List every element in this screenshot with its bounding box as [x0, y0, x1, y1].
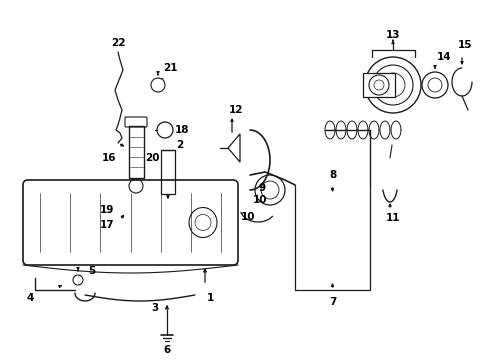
Text: 7: 7 — [328, 297, 336, 307]
Text: 2: 2 — [176, 140, 183, 150]
Text: 15: 15 — [457, 40, 471, 50]
Text: 14: 14 — [436, 52, 450, 62]
Text: 5: 5 — [88, 266, 96, 276]
Text: 4: 4 — [26, 293, 34, 303]
Text: 6: 6 — [163, 345, 170, 355]
Text: 12: 12 — [228, 105, 243, 115]
Text: 22: 22 — [110, 38, 125, 48]
Text: 1: 1 — [206, 293, 213, 303]
Text: 3: 3 — [151, 303, 158, 313]
Bar — [161, 150, 175, 194]
Text: 8: 8 — [328, 170, 335, 180]
Text: 9: 9 — [258, 183, 265, 193]
Text: 18: 18 — [174, 125, 189, 135]
Text: 20: 20 — [144, 153, 159, 163]
Text: 13: 13 — [385, 30, 400, 40]
Bar — [128, 126, 143, 178]
Bar — [362, 73, 394, 97]
Text: 17: 17 — [100, 220, 114, 230]
Text: 10: 10 — [252, 195, 267, 205]
Text: 19: 19 — [100, 205, 114, 215]
Text: 16: 16 — [102, 153, 116, 163]
Text: 10: 10 — [240, 212, 255, 222]
Text: 21: 21 — [163, 63, 177, 73]
Text: 11: 11 — [385, 213, 400, 223]
